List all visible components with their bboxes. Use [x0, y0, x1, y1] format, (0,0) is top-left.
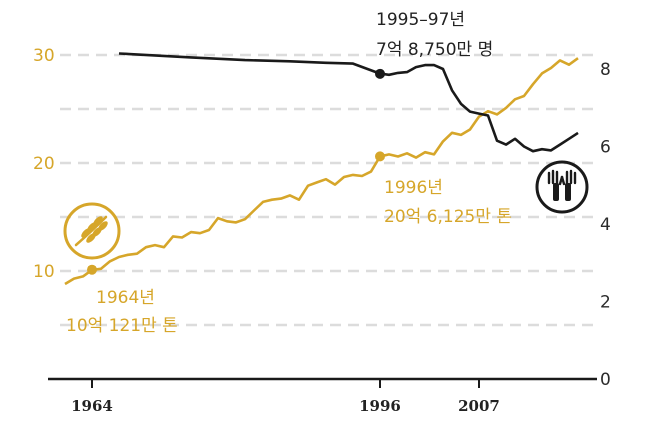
- x-tick-label: 2007: [458, 397, 500, 415]
- annotation-1995-97-year: 1995–97년: [376, 10, 465, 30]
- grain-production-line: [64, 57, 579, 286]
- x-axis-ticks: 1964 1996 2007: [71, 379, 500, 415]
- right-tick-label: 8: [600, 60, 611, 80]
- right-tick-label: 2: [600, 293, 611, 313]
- annotation-1964-year: 1964년: [96, 288, 155, 308]
- x-tick-label: 1996: [359, 397, 401, 415]
- annotation-1995-97-value: 7억 8,750만 명: [376, 40, 493, 60]
- x-tick-label: 1964: [71, 397, 113, 415]
- annotation-1964-value: 10억 121만 톤: [66, 316, 178, 336]
- raised-hands-icon: [535, 160, 589, 214]
- annotation-1996-value: 20억 6,125만 톤: [384, 207, 512, 227]
- right-tick-label: 6: [600, 138, 611, 158]
- right-axis-ticks: 0 2 4 6 8: [600, 60, 611, 390]
- gridlines: [60, 53, 593, 327]
- right-tick-label: 4: [600, 215, 611, 235]
- annotation-marker-0: [87, 264, 97, 275]
- wheat-icon: [63, 202, 121, 260]
- annotation-1996-year: 1996년: [384, 178, 443, 198]
- left-tick-label: 10: [33, 262, 55, 282]
- hungry-population-line: [118, 52, 579, 153]
- left-axis-ticks: 10 20 30: [33, 46, 55, 282]
- annotation-markers: [87, 68, 385, 275]
- left-tick-label: 30: [33, 46, 55, 66]
- left-tick-label: 20: [33, 154, 55, 174]
- right-tick-label: 0: [600, 370, 611, 390]
- annotation-marker-1: [375, 151, 385, 162]
- annotation-marker-2: [375, 68, 385, 79]
